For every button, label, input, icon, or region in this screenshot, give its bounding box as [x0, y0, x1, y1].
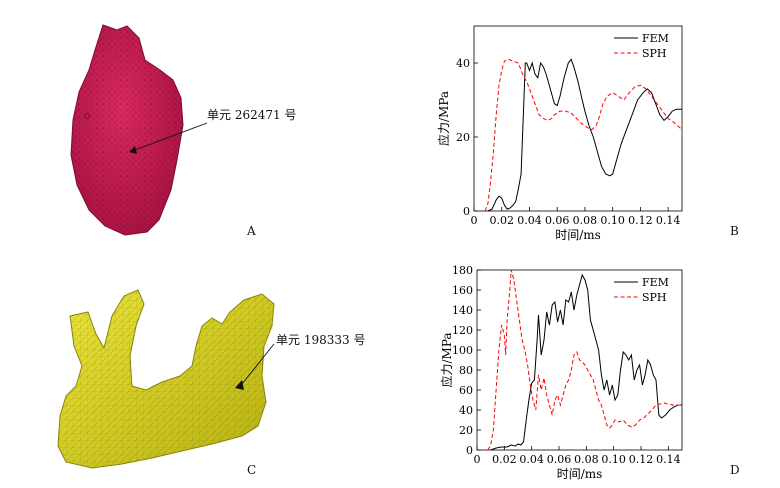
- x-tick-label: 0.12: [629, 453, 654, 466]
- panel-letter-b: B: [730, 224, 739, 238]
- y-axis-label: 应力/MPa: [439, 332, 454, 387]
- chart-d-axes: 0 0.02 0.04 0.06 0.08 0.10 0.12 0.14 0 20 40 60 80 10…: [439, 264, 683, 481]
- panel-letter-a: A: [247, 224, 256, 238]
- annotation-a: 单元 262471 号: [207, 108, 297, 122]
- y-tick-label: 40: [456, 57, 470, 70]
- legend-label-sph: SPH: [642, 291, 667, 304]
- y-tick-label: 80: [459, 364, 473, 377]
- legend-label-sph: SPH: [642, 47, 667, 60]
- y-tick-label: 120: [452, 324, 473, 337]
- x-tick-label: 0: [471, 214, 478, 227]
- x-tick-label: 0: [474, 453, 481, 466]
- x-tick-label: 0.10: [601, 453, 626, 466]
- node-marker-a: [84, 113, 90, 119]
- y-tick-label: 160: [452, 284, 473, 297]
- series-line-sph: [487, 269, 682, 451]
- series-line-fem: [490, 273, 682, 451]
- x-axis-label: 时间/ms: [557, 467, 603, 481]
- panel-letter-c: C: [247, 463, 257, 477]
- series-line-fem: [487, 58, 682, 212]
- chart-d: 0 0.02 0.04 0.06 0.08 0.10 0.12 0.14 0 20 40 60 80 10…: [439, 264, 683, 481]
- y-tick-label: 100: [452, 344, 473, 357]
- annotation-leader-a: [134, 122, 208, 151]
- legend-label-fem: FEM: [642, 276, 669, 289]
- element-marker-c: [235, 380, 244, 390]
- x-tick-label: 0.08: [573, 214, 598, 227]
- x-tick-label: 0.08: [574, 453, 599, 466]
- chart-d-legend: FEM SPH: [614, 276, 669, 304]
- chart-b-series: [484, 58, 683, 212]
- chart-b-axes: 0 0.02 0.04 0.06 0.08 0.10 0.12 0.14 0 20 40 时间/ms 应…: [436, 25, 683, 242]
- chart-d-series: [487, 269, 682, 451]
- x-tick-label: 0.02: [492, 453, 516, 466]
- x-tick-label: 0.12: [628, 214, 653, 227]
- chart-b: 0 0.02 0.04 0.06 0.08 0.10 0.12 0.14 0 20 40 时间/ms 应…: [436, 25, 683, 242]
- annotation-leader-c: [241, 343, 275, 385]
- element-marker-a: [129, 146, 137, 154]
- y-tick-label: 0: [466, 444, 473, 457]
- x-tick-label: 0.04: [519, 453, 544, 466]
- y-tick-label: 20: [456, 131, 470, 144]
- annotation-c: 单元 198333 号: [276, 333, 366, 347]
- y-tick-label: 180: [452, 264, 473, 277]
- panel-a-model: [70, 24, 208, 236]
- x-tick-label: 0.10: [600, 214, 625, 227]
- y-axis-label: 应力/MPa: [436, 91, 451, 146]
- x-axis-label: 时间/ms: [555, 228, 601, 242]
- plot-frame: [476, 269, 683, 451]
- y-tick-label: 40: [459, 404, 473, 417]
- y-tick-label: 20: [459, 424, 473, 437]
- panel-letter-d: D: [730, 463, 740, 477]
- x-tick-label: 0.14: [656, 453, 681, 466]
- y-tick-label: 60: [459, 384, 473, 397]
- x-tick-label: 0.04: [517, 214, 542, 227]
- x-tick-label: 0.06: [547, 453, 572, 466]
- legend-label-fem: FEM: [642, 32, 669, 45]
- panel-c-model: [57, 289, 275, 469]
- chart-b-legend: FEM SPH: [614, 32, 669, 60]
- x-tick-label: 0.14: [656, 214, 681, 227]
- x-tick-label: 0.06: [545, 214, 570, 227]
- y-tick-label: 0: [463, 205, 470, 218]
- y-tick-label: 140: [452, 304, 473, 317]
- x-tick-label: 0.02: [489, 214, 514, 227]
- series-line-sph: [484, 58, 683, 212]
- plot-frame: [473, 25, 683, 212]
